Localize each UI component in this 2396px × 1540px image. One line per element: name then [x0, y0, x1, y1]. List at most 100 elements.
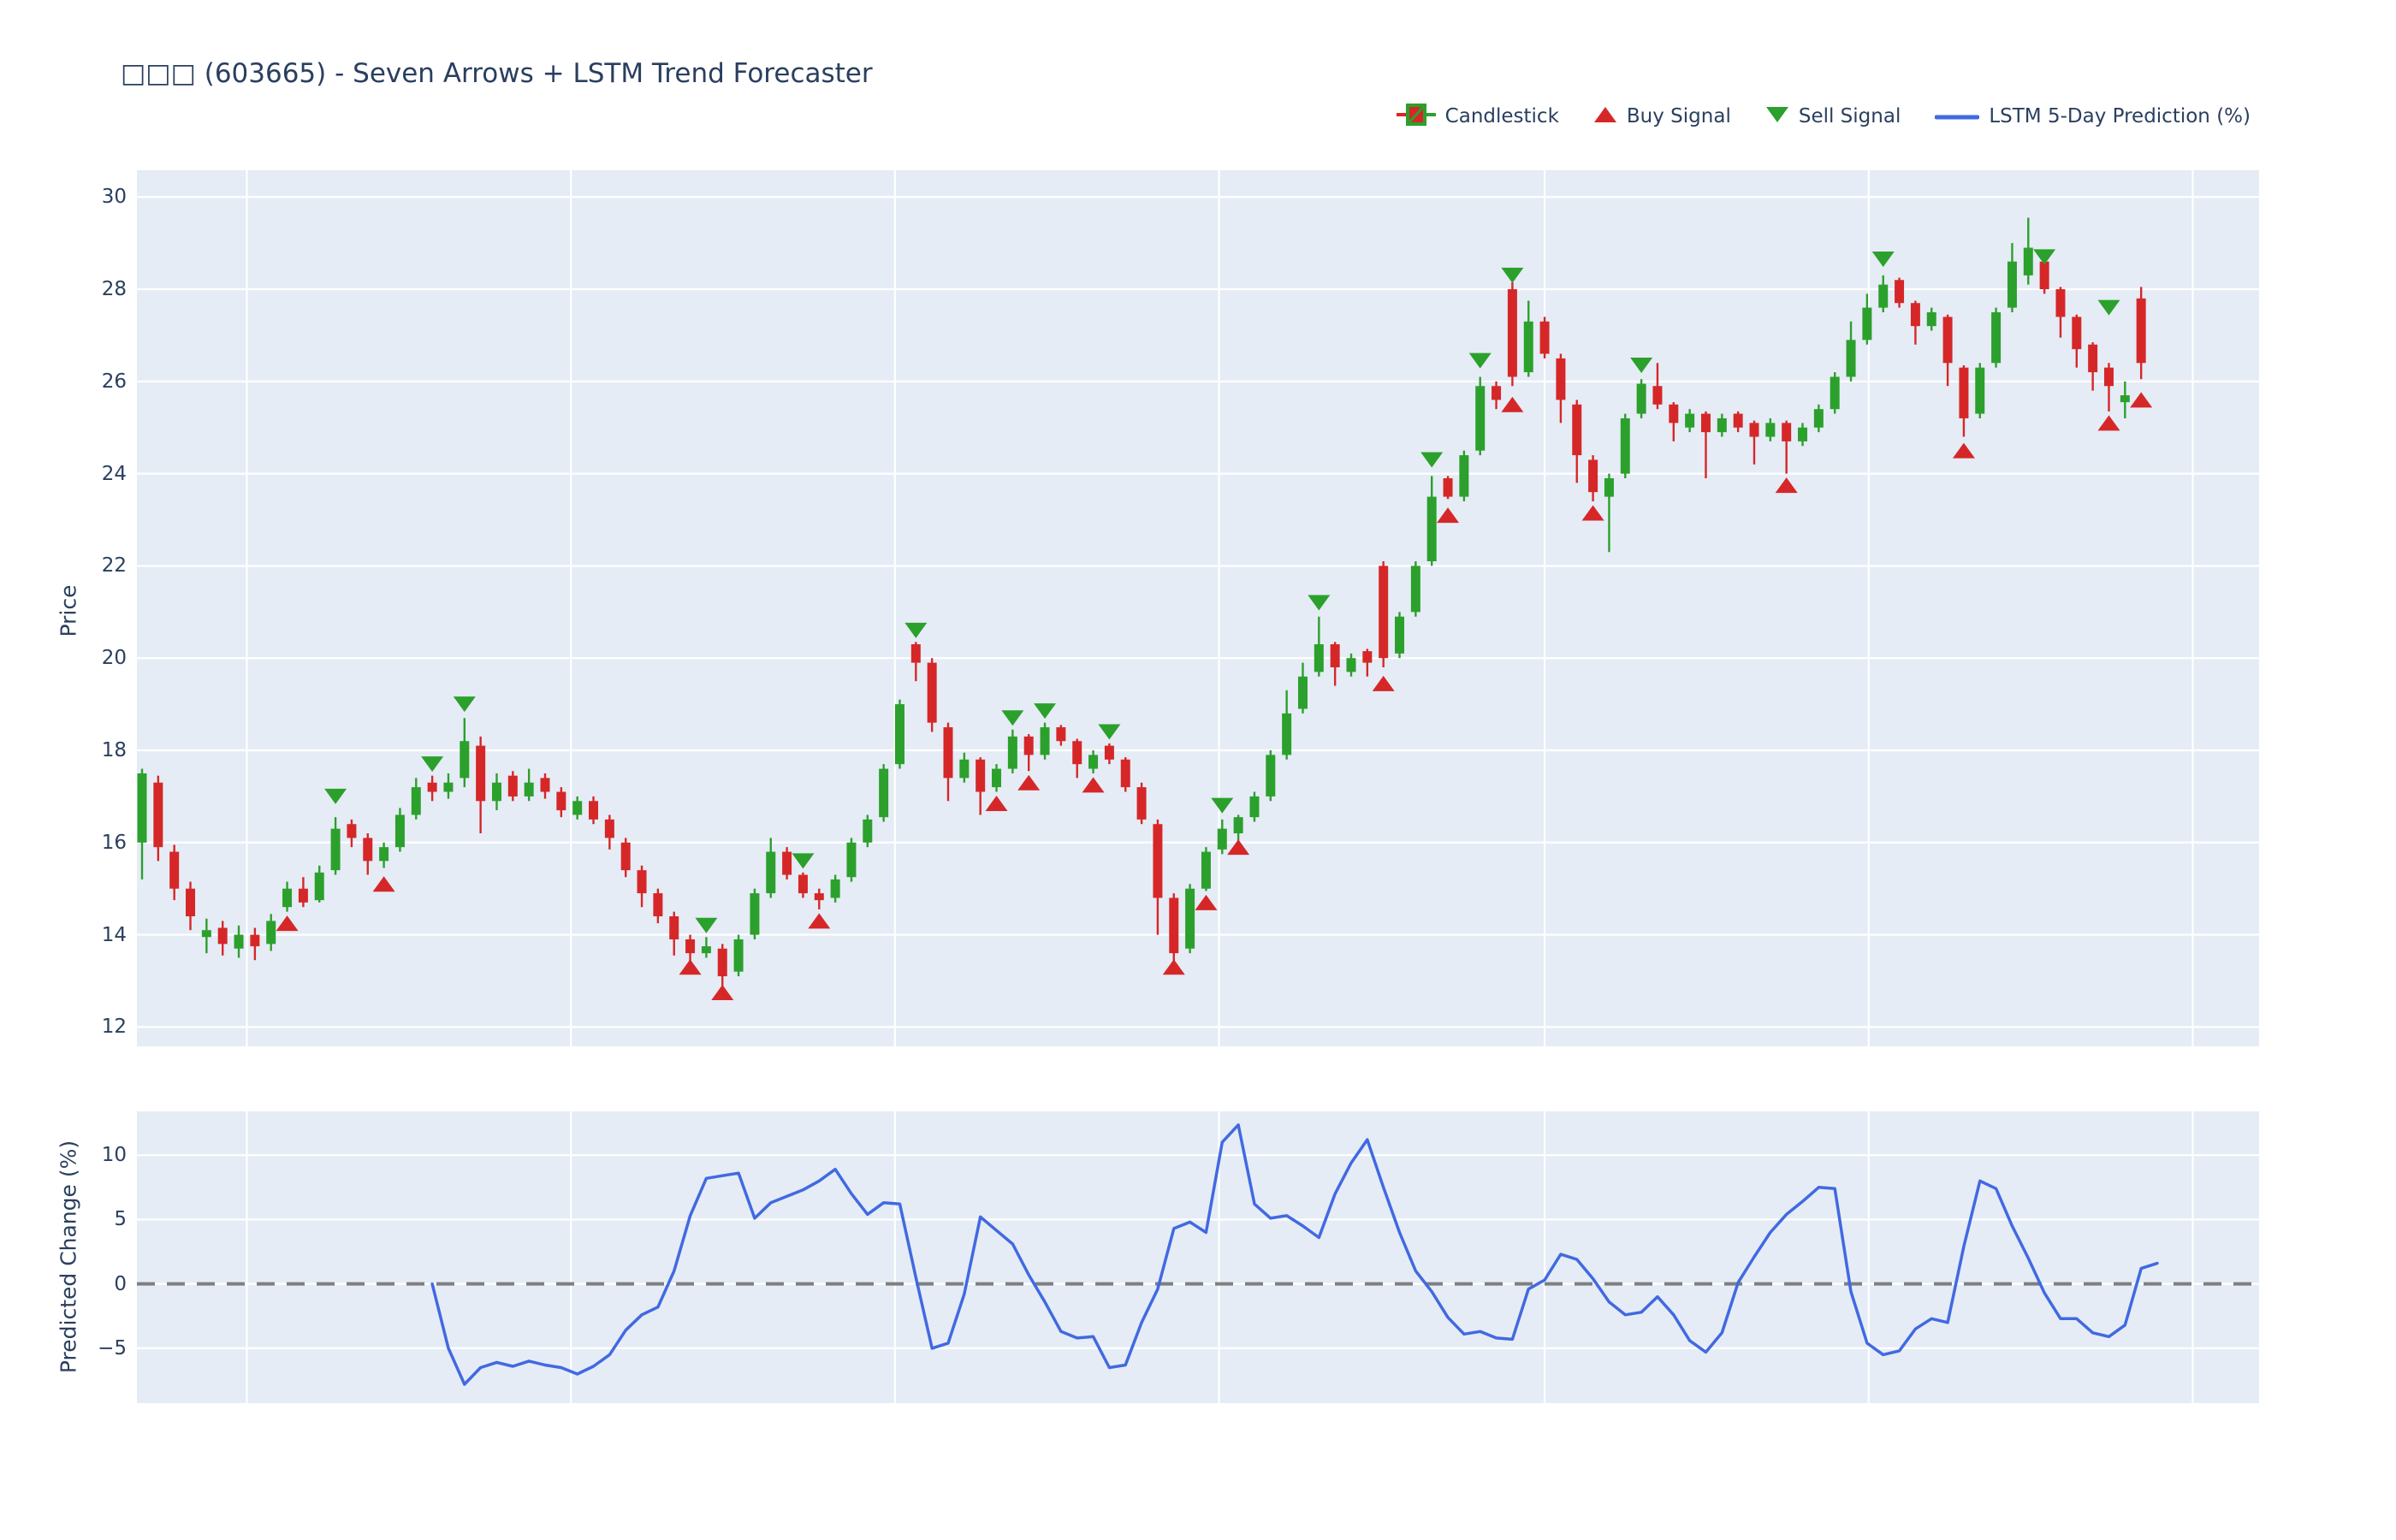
candle[interactable] — [1185, 888, 1195, 949]
candle[interactable] — [927, 662, 937, 723]
candle[interactable] — [733, 939, 744, 972]
candle[interactable] — [1362, 651, 1373, 663]
candle[interactable] — [879, 768, 889, 818]
sell-signal-marker[interactable] — [1001, 710, 1024, 726]
buy-signal-marker[interactable] — [1162, 959, 1185, 975]
candle[interactable] — [894, 704, 904, 765]
candle[interactable] — [476, 745, 486, 802]
candle[interactable] — [1201, 851, 1211, 889]
price-plot-area[interactable] — [137, 170, 2259, 1046]
candle[interactable] — [1717, 418, 1727, 433]
candle[interactable] — [1040, 727, 1050, 755]
candle[interactable] — [1297, 676, 1308, 709]
candle[interactable] — [314, 872, 324, 901]
candle[interactable] — [1878, 284, 1889, 308]
candle[interactable] — [604, 819, 614, 838]
buy-signal-marker[interactable] — [1082, 777, 1105, 793]
candle[interactable] — [1233, 817, 1243, 834]
buy-signal-marker[interactable] — [679, 959, 702, 975]
candle[interactable] — [1895, 280, 1905, 304]
candle[interactable] — [1088, 755, 1099, 769]
candle[interactable] — [460, 741, 470, 779]
candle[interactable] — [798, 874, 808, 894]
candle[interactable] — [266, 921, 276, 945]
candle[interactable] — [153, 782, 163, 848]
candle[interactable] — [1136, 787, 1147, 820]
candle[interactable] — [976, 759, 986, 792]
sell-signal-marker[interactable] — [421, 756, 444, 773]
sell-signal-marker[interactable] — [453, 696, 476, 713]
buy-signal-series[interactable] — [276, 392, 2153, 1000]
candle[interactable] — [2039, 261, 2049, 290]
legend-item-lstm-prediction[interactable]: LSTM 5-Day Prediction (%) — [1934, 105, 2251, 127]
candle[interactable] — [2136, 298, 2146, 364]
candle[interactable] — [394, 814, 405, 848]
legend-item-buy-signal[interactable]: Buy Signal — [1593, 105, 1731, 127]
buy-signal-marker[interactable] — [985, 795, 1008, 811]
buy-signal-marker[interactable] — [1501, 396, 1524, 412]
candle[interactable] — [1153, 824, 1163, 898]
candle[interactable] — [1330, 644, 1340, 667]
candle[interactable] — [363, 838, 373, 862]
candle[interactable] — [653, 893, 663, 917]
candle[interactable] — [2055, 289, 2066, 317]
buy-signal-marker[interactable] — [1227, 839, 1250, 856]
candle[interactable] — [1588, 459, 1598, 493]
buy-signal-marker[interactable] — [372, 876, 395, 892]
sell-signal-marker[interactable] — [1034, 703, 1057, 720]
candle[interactable] — [1507, 289, 1517, 377]
candle[interactable] — [2120, 395, 2130, 403]
candle[interactable] — [330, 828, 341, 871]
candle[interactable] — [1104, 745, 1114, 760]
candle[interactable] — [1523, 321, 1533, 373]
candle[interactable] — [1072, 741, 1082, 765]
buy-signal-marker[interactable] — [2097, 415, 2120, 431]
sell-signal-marker[interactable] — [792, 853, 815, 869]
buy-signal-marker[interactable] — [276, 915, 299, 932]
candle[interactable] — [234, 934, 244, 949]
candle[interactable] — [717, 948, 727, 977]
candle[interactable] — [1007, 736, 1017, 769]
candle[interactable] — [1056, 727, 1066, 742]
candle[interactable] — [1862, 307, 1872, 341]
buy-signal-marker[interactable] — [808, 913, 831, 929]
candle[interactable] — [556, 791, 566, 811]
candle[interactable] — [1539, 321, 1550, 354]
candle[interactable] — [1314, 644, 1324, 672]
sell-signal-marker[interactable] — [904, 622, 928, 638]
sell-signal-marker[interactable] — [1871, 252, 1895, 268]
candle[interactable] — [1023, 736, 1034, 755]
candle[interactable] — [572, 801, 583, 815]
candle[interactable] — [863, 819, 873, 843]
candle[interactable] — [491, 782, 501, 802]
candlestick-series[interactable] — [137, 217, 2146, 988]
candle[interactable] — [1556, 358, 1566, 400]
sell-signal-marker[interactable] — [1420, 452, 1444, 468]
candle[interactable] — [1120, 759, 1130, 788]
buy-signal-marker[interactable] — [1952, 442, 1975, 459]
candle[interactable] — [910, 644, 921, 663]
candle[interactable] — [507, 775, 518, 797]
candle[interactable] — [347, 824, 357, 838]
candle[interactable] — [169, 851, 180, 889]
candle[interactable] — [1266, 755, 1276, 797]
candle[interactable] — [1443, 478, 1453, 497]
candle[interactable] — [1942, 317, 1953, 364]
candle[interactable] — [1700, 413, 1711, 433]
buy-signal-marker[interactable] — [1437, 507, 1460, 524]
candle[interactable] — [1830, 376, 1840, 410]
candle[interactable] — [2103, 367, 2114, 387]
candle[interactable] — [766, 851, 776, 894]
candle[interactable] — [1169, 897, 1179, 954]
candle[interactable] — [1749, 423, 1759, 437]
buy-signal-marker[interactable] — [1775, 477, 1798, 494]
candle[interactable] — [992, 768, 1002, 788]
candle[interactable] — [2007, 261, 2017, 308]
candle[interactable] — [750, 893, 760, 935]
sell-signal-marker[interactable] — [1098, 724, 1121, 740]
candle[interactable] — [1620, 418, 1630, 474]
prediction-plot-area[interactable] — [137, 1111, 2259, 1403]
candle[interactable] — [1685, 413, 1695, 428]
buy-signal-marker[interactable] — [1017, 774, 1041, 791]
candle[interactable] — [1604, 478, 1614, 497]
